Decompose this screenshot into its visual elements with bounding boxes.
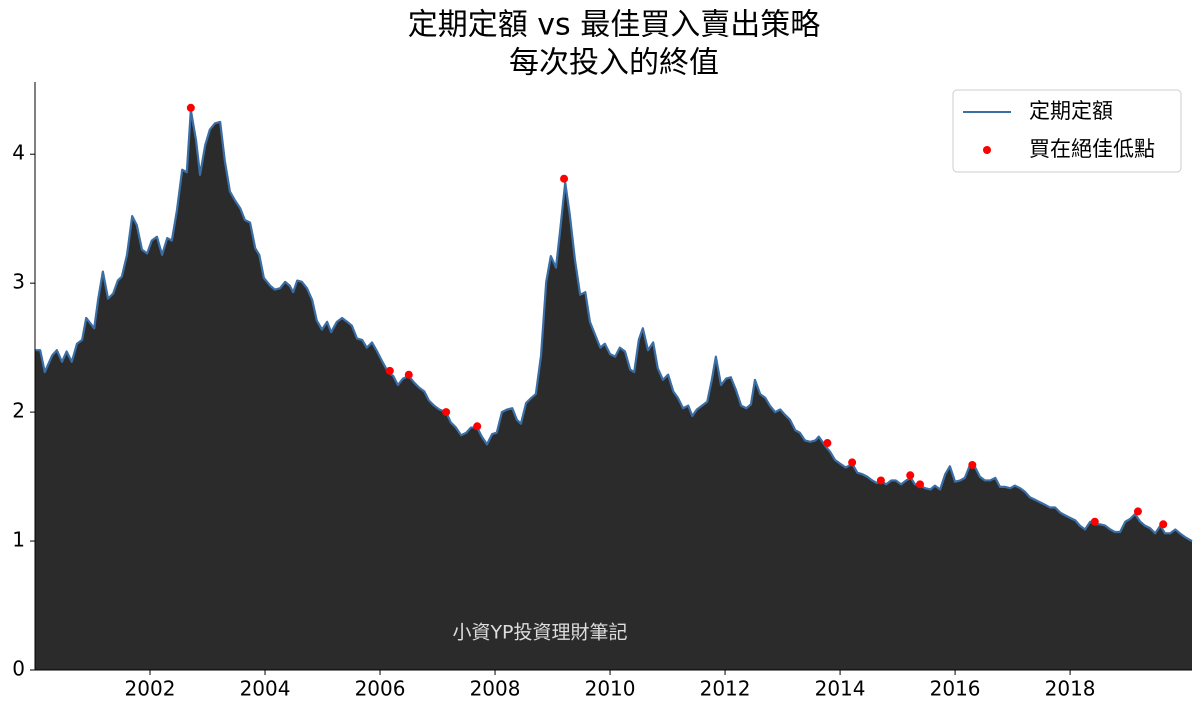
x-tick-label: 2008 [470, 677, 521, 701]
x-tick-label: 2002 [125, 677, 176, 701]
x-tick-label: 2004 [240, 677, 291, 701]
point [473, 422, 482, 431]
point [186, 103, 195, 112]
legend-swatch [983, 146, 991, 154]
legend-box [952, 89, 1182, 173]
y-tick-label: 2 [12, 399, 25, 423]
x-tick-label: 2006 [355, 677, 406, 701]
x-tick-label: 2010 [585, 677, 636, 701]
point [1159, 520, 1168, 529]
point [560, 174, 569, 183]
x-tick-label: 2018 [1045, 677, 1096, 701]
point [385, 366, 394, 375]
y-tick-label: 1 [12, 528, 25, 552]
point [442, 408, 451, 417]
legend-label: 定期定額 [1029, 99, 1113, 123]
point [906, 471, 915, 480]
y-tick-label: 3 [12, 270, 25, 294]
y-tick-label: 0 [12, 657, 25, 681]
x-tick-label: 2016 [930, 677, 981, 701]
area [35, 110, 1192, 671]
point [876, 476, 885, 485]
point [823, 439, 832, 448]
chart-subtitle: 每次投入的終值 [509, 46, 719, 81]
point [848, 458, 857, 467]
line [35, 109, 1193, 543]
legend-label: 買在絕佳低點 [1029, 137, 1155, 161]
point [968, 460, 977, 469]
x-tick-label: 2014 [815, 677, 866, 701]
chart-title: 定期定額 vs 最佳買入賣出策略 [408, 8, 820, 43]
y-tick-label: 4 [12, 141, 25, 165]
point [916, 480, 925, 489]
point [404, 370, 413, 379]
watermark: 小資YP投資理財筆記 [452, 622, 627, 644]
point [1090, 517, 1099, 526]
x-tick-label: 2012 [700, 677, 751, 701]
point [1133, 507, 1142, 516]
